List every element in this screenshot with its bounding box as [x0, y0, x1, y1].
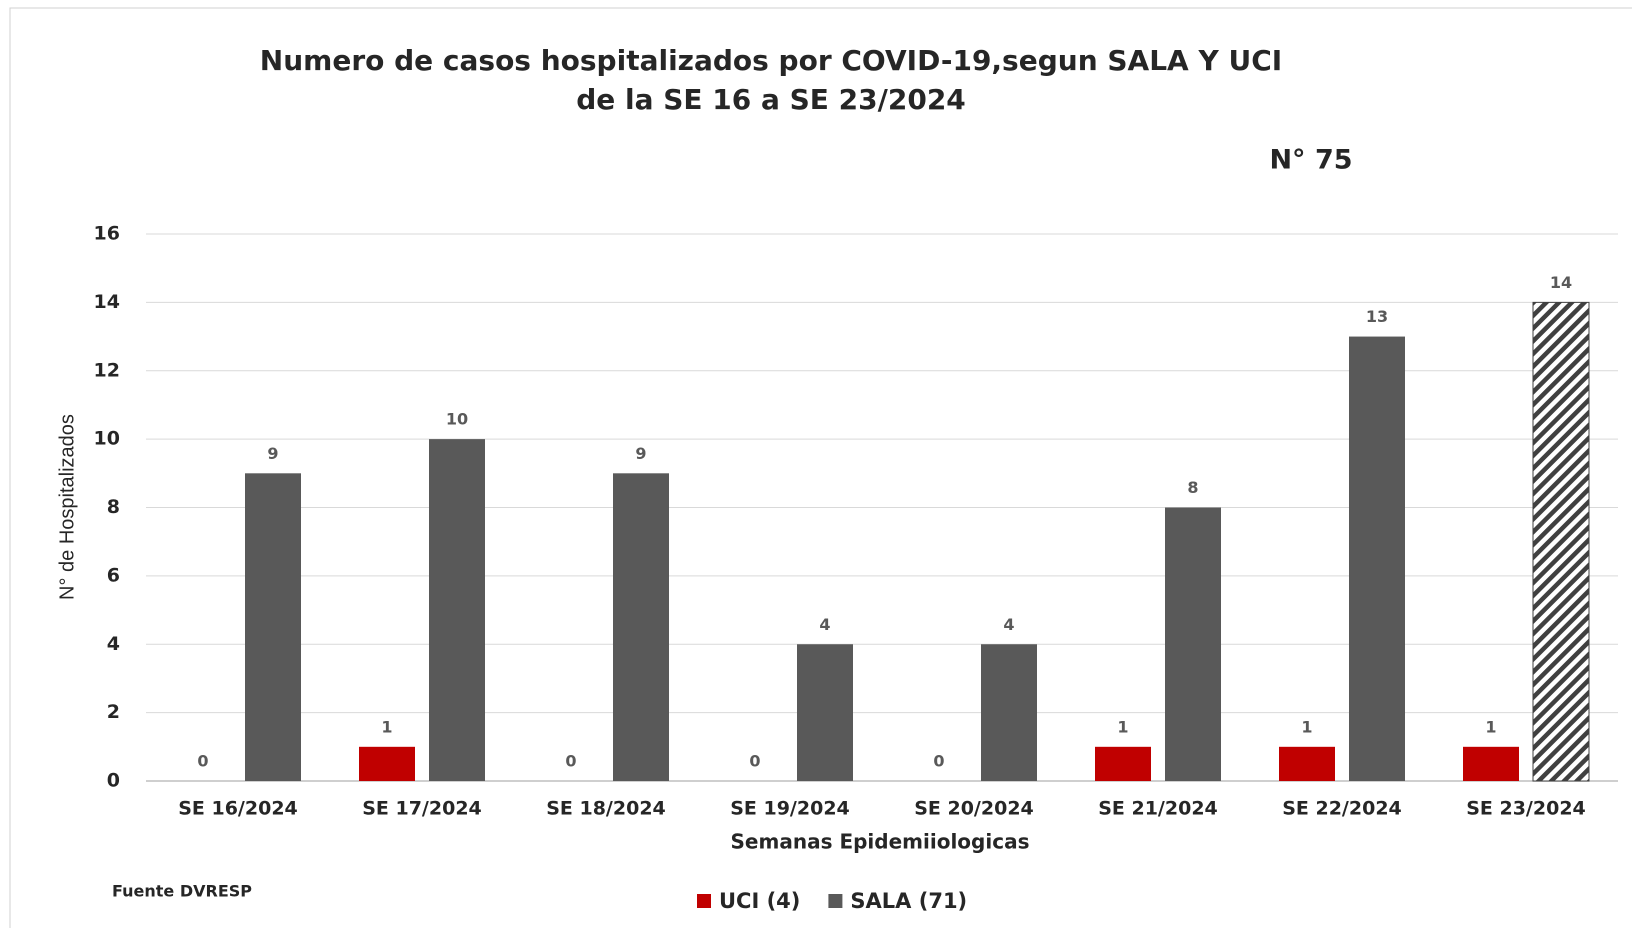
bar [245, 473, 301, 781]
data-label: 0 [197, 752, 208, 771]
y-tick-label: 6 [107, 564, 120, 586]
data-label: 0 [565, 752, 576, 771]
y-tick-label: 8 [107, 496, 120, 518]
bar [1279, 746, 1335, 781]
data-label: 13 [1366, 307, 1388, 326]
data-label: 10 [446, 410, 468, 429]
chart-title: Numero de casos hospitalizados por COVID… [260, 44, 1282, 77]
x-axis-title: Semanas Epidemiiologicas [731, 830, 1030, 854]
y-tick-label: 10 [94, 428, 120, 450]
data-label: 1 [1117, 717, 1128, 736]
y-tick-label: 14 [94, 291, 120, 313]
data-label: 0 [933, 752, 944, 771]
y-axis-title: N° de Hospitalizados [56, 414, 78, 600]
bar [1532, 301, 1590, 782]
y-tick-label: 12 [94, 359, 120, 381]
legend-swatch [697, 894, 711, 908]
data-label: 14 [1550, 273, 1572, 292]
data-label: 8 [1187, 478, 1198, 497]
bar [429, 439, 485, 781]
bar [613, 473, 669, 781]
legend-label: UCI (4) [719, 889, 800, 913]
bar [797, 644, 853, 781]
legend-swatch [828, 894, 843, 908]
data-label: 1 [381, 717, 392, 736]
x-tick-label: SE 22/2024 [1282, 798, 1402, 820]
y-tick-label: 16 [94, 223, 120, 245]
x-tick-label: SE 17/2024 [362, 798, 482, 820]
x-tick-label: SE 23/2024 [1466, 798, 1586, 820]
y-tick-label: 2 [107, 701, 120, 723]
data-label: 1 [1301, 717, 1312, 736]
data-label: 9 [267, 444, 278, 463]
x-tick-label: SE 20/2024 [914, 798, 1034, 820]
bar [1463, 746, 1519, 781]
legend-label: SALA (71) [850, 889, 967, 913]
bar [359, 746, 415, 781]
data-label: 4 [819, 615, 830, 634]
data-label: 1 [1485, 717, 1496, 736]
x-tick-label: SE 18/2024 [546, 798, 666, 820]
x-tick-label: SE 16/2024 [178, 798, 298, 820]
bar [981, 644, 1037, 781]
bar [1349, 336, 1405, 781]
frame [9, 7, 1632, 928]
source: Fuente DVRESP [112, 882, 252, 901]
x-tick-label: SE 19/2024 [730, 798, 850, 820]
bar [1165, 507, 1221, 781]
bar [1095, 746, 1151, 781]
chart-title: de la SE 16 a SE 23/2024 [576, 83, 966, 116]
y-tick-label: 0 [107, 770, 120, 792]
x-tick-label: SE 21/2024 [1098, 798, 1218, 820]
annotation: N° 75 [1269, 145, 1352, 176]
data-label: 4 [1003, 615, 1014, 634]
y-tick-label: 4 [107, 633, 120, 655]
data-label: 9 [635, 444, 646, 463]
data-label: 0 [749, 752, 760, 771]
